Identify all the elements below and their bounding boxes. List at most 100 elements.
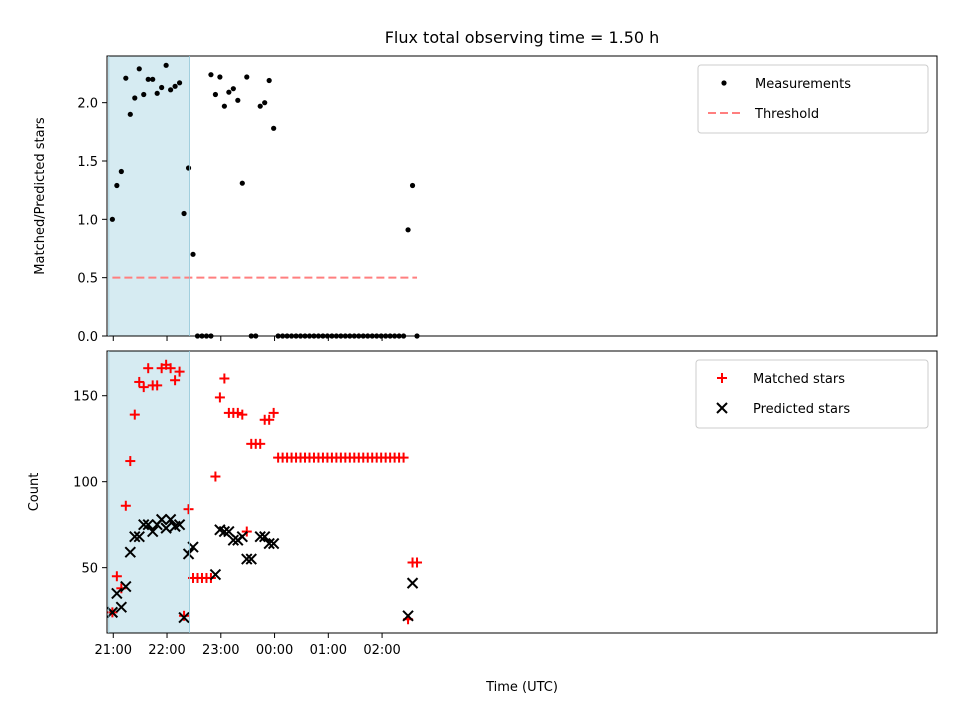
measurement-point <box>145 76 151 82</box>
legend-handle <box>721 80 727 86</box>
chart-title: Flux total observing time = 1.50 h <box>385 28 660 47</box>
measurement-point <box>172 83 178 89</box>
predicted-stars-point <box>138 518 150 531</box>
measurement-point <box>185 165 192 171</box>
bottom-panel-frame <box>106 350 938 634</box>
predicted-stars-point <box>160 522 172 534</box>
y-tick-label: 100 <box>73 476 98 491</box>
measurement-point <box>226 89 232 95</box>
measurement-point <box>217 74 223 80</box>
x-axis-label: Time (UTC) <box>485 680 558 695</box>
matched-stars-point <box>219 373 230 384</box>
measurement-point <box>271 125 277 131</box>
measurement-point <box>168 87 174 93</box>
matched-stars-point <box>111 571 122 582</box>
legend-label: Matched stars <box>753 372 845 387</box>
measurement-point <box>235 97 241 103</box>
predicted-stars-point <box>267 537 280 550</box>
predicted-stars-point <box>182 548 195 560</box>
top-panel: 0.0 0.5 1.0 1.5 2.0 Flux total observing tim… <box>33 28 938 345</box>
measurement-point <box>262 100 268 106</box>
predicted-stars-point <box>402 610 414 622</box>
matched-stars-point <box>174 366 185 377</box>
y-tick-label: 1.5 <box>77 155 98 170</box>
matched-stars-point <box>134 376 145 387</box>
x-tick-label: 02:00 <box>363 643 400 658</box>
measurement-point <box>109 216 115 222</box>
matched-stars-point <box>170 375 181 386</box>
measurement-point <box>208 72 214 78</box>
bottom-panel-x-ticks: 21:00 22:00 23:00 00:00 01:00 02:00 <box>95 633 401 658</box>
bottom-panel-marks <box>106 359 423 625</box>
legend-handle <box>717 373 727 383</box>
x-tick-label: 22:00 <box>148 643 185 658</box>
predicted-stars-point <box>146 525 159 538</box>
y-tick-label: 0.5 <box>77 272 98 287</box>
predicted-stars-point <box>124 546 137 558</box>
bottom-panel-y-axis-label: Count <box>27 473 42 512</box>
measurement-point <box>409 182 416 189</box>
measurement-point <box>114 182 120 189</box>
matched-stars-point <box>129 409 140 420</box>
predicted-stars-point <box>245 553 257 565</box>
measurement-point <box>159 84 165 91</box>
predicted-stars-point <box>236 531 249 543</box>
legend-label: Threshold <box>754 107 819 122</box>
legend-label: Measurements <box>755 77 851 92</box>
measurement-point <box>244 74 250 80</box>
predicted-stars-point <box>406 577 419 589</box>
matched-stars-point <box>268 407 279 418</box>
measurement-point <box>136 66 142 72</box>
measurement-point <box>190 251 196 257</box>
measurement-point <box>118 168 124 175</box>
predicted-stars-point <box>218 525 231 538</box>
predicted-stars-point <box>263 537 275 550</box>
shaded-interval <box>108 56 190 336</box>
measurement-point <box>181 210 187 217</box>
predicted-stars-point <box>227 534 240 546</box>
measurement-point <box>230 86 236 92</box>
predicted-stars-point <box>120 580 132 593</box>
top-panel-frame <box>106 55 938 337</box>
matched-stars-point <box>264 414 275 425</box>
legend-handle <box>716 402 728 414</box>
matched-stars-point <box>165 363 176 374</box>
predicted-stars-point <box>173 518 186 531</box>
matched-stars-point <box>237 409 248 420</box>
matched-stars-point <box>179 610 190 621</box>
predicted-stars-point <box>164 513 177 526</box>
measurement-point <box>163 62 169 68</box>
measurement-point <box>176 80 183 86</box>
predicted-stars-point <box>178 611 190 624</box>
measurement-point <box>221 103 227 109</box>
x-tick-label: 00:00 <box>256 643 293 658</box>
y-tick-label: 1.0 <box>77 213 98 228</box>
legend-label: Predicted stars <box>753 402 850 417</box>
legend-box <box>697 64 929 134</box>
matched-stars-point <box>152 380 163 391</box>
bottom-panel-legend: Matched stars Predicted stars <box>695 359 929 429</box>
matched-stars-point <box>210 471 221 482</box>
measurement-point <box>127 111 133 117</box>
predicted-stars-point <box>254 531 266 543</box>
predicted-stars-point <box>133 531 145 543</box>
predicted-stars-point <box>115 601 128 613</box>
bottom-panel-y-ticks: 50 100 150 <box>73 390 107 577</box>
measurement-point <box>123 75 129 81</box>
matched-stars-point <box>120 500 131 511</box>
matched-stars-point <box>214 392 225 403</box>
predicted-stars-point <box>258 531 271 543</box>
y-tick-label: 150 <box>73 390 98 405</box>
predicted-stars-point <box>155 513 168 526</box>
legend-box <box>695 359 929 429</box>
matched-stars-point <box>398 452 409 463</box>
matched-stars-point <box>125 456 136 467</box>
measurement-point <box>154 90 160 96</box>
matched-stars-point <box>255 438 266 449</box>
y-tick-label: 50 <box>81 562 98 577</box>
predicted-stars-point <box>129 531 141 543</box>
measurement-point <box>257 103 263 109</box>
top-panel-legend: Measurements Threshold <box>697 64 929 134</box>
